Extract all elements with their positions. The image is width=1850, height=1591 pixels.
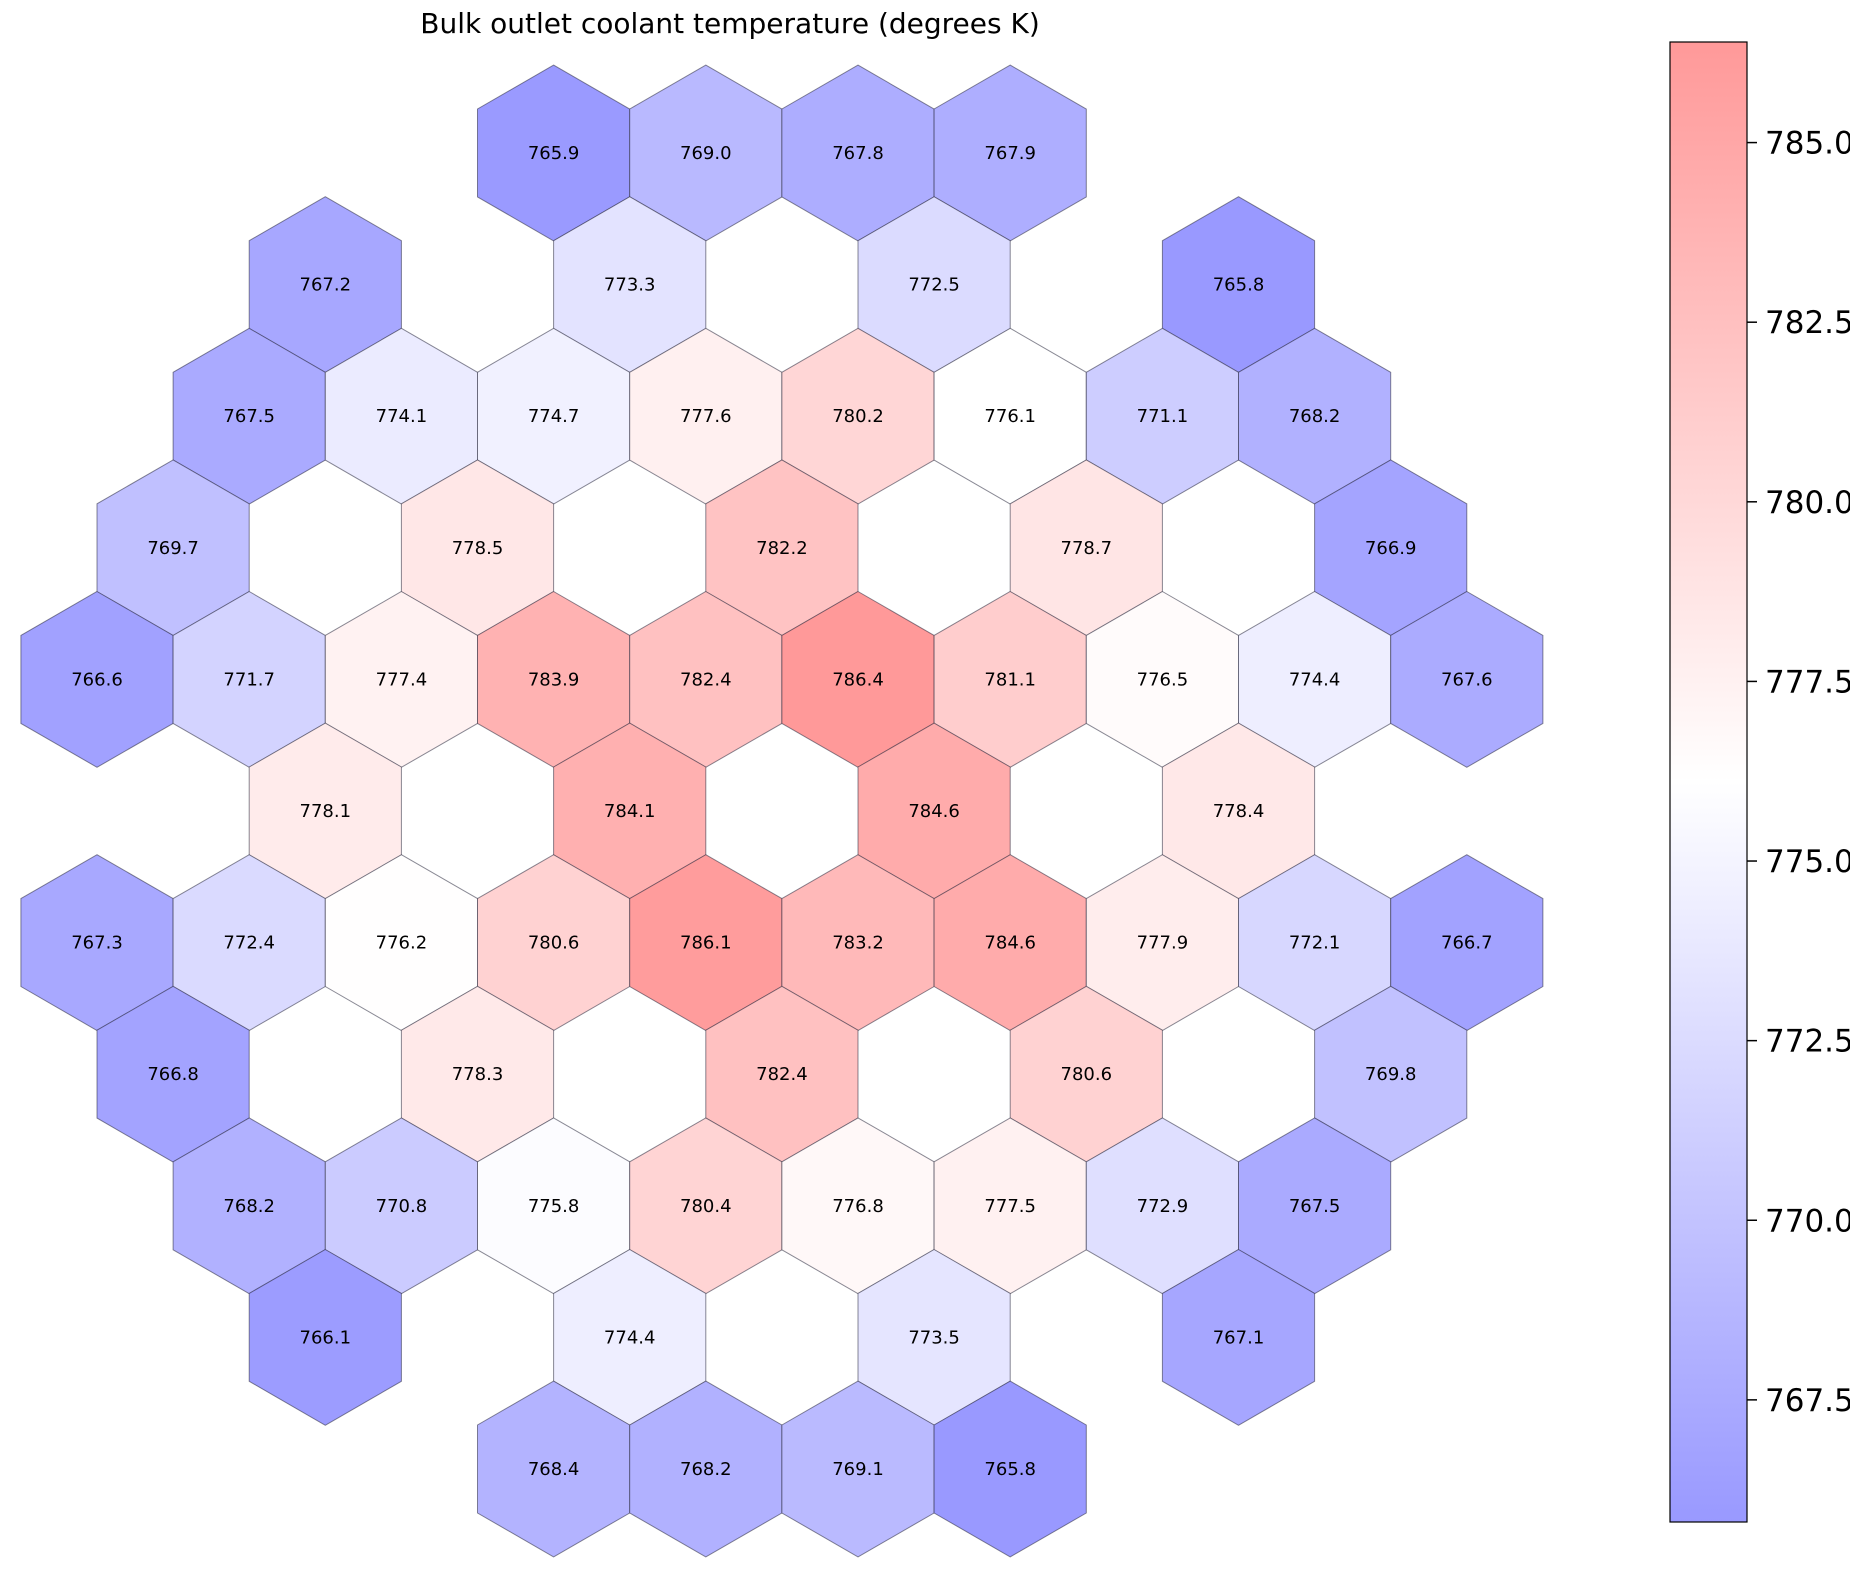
assembly-value-label: 780.2 bbox=[832, 406, 884, 427]
assembly-value-label: 766.6 bbox=[71, 669, 123, 690]
assembly-value-label: 777.6 bbox=[680, 406, 732, 427]
assembly-value-label: 782.4 bbox=[756, 1064, 808, 1085]
assembly-value-label: 780.6 bbox=[1061, 1064, 1113, 1085]
assembly-value-label: 786.1 bbox=[680, 933, 732, 954]
colorbar-tick-label: 782.5 bbox=[1765, 305, 1850, 341]
colorbar: 767.5 770.0 772.5 775.0 777.5 780.0 782.5 785.0 bbox=[1669, 41, 1850, 1523]
colorbar-tick-label: 775.0 bbox=[1765, 844, 1850, 880]
assembly-value-label: 766.9 bbox=[1365, 538, 1417, 559]
assembly-hex bbox=[933, 1380, 1087, 1558]
assembly-value-label: 768.2 bbox=[680, 1459, 732, 1480]
assembly-value-label: 776.5 bbox=[1137, 669, 1189, 690]
chart-title: Bulk outlet coolant temperature (degrees… bbox=[420, 7, 1040, 40]
assembly-value-label: 778.1 bbox=[300, 801, 352, 822]
assembly-value-label: 776.8 bbox=[832, 1196, 884, 1217]
assembly-value-label: 767.2 bbox=[300, 275, 352, 296]
assembly-hex bbox=[1161, 1248, 1316, 1426]
assembly-value-label: 774.7 bbox=[528, 406, 580, 427]
colorbar-tick-label: 785.0 bbox=[1765, 126, 1850, 162]
assembly-value-label: 769.1 bbox=[832, 1459, 884, 1480]
assembly-value-label: 767.5 bbox=[223, 406, 275, 427]
assembly-value-label: 765.9 bbox=[528, 143, 580, 164]
assembly-value-label: 769.7 bbox=[147, 538, 199, 559]
assembly-value-label: 774.4 bbox=[604, 1327, 656, 1348]
assembly-value-label: 767.5 bbox=[1289, 1196, 1341, 1217]
assembly-value-label: 772.9 bbox=[1137, 1196, 1189, 1217]
assembly-value-label: 784.1 bbox=[604, 801, 656, 822]
assembly-value-label: 774.1 bbox=[376, 406, 428, 427]
assembly-value-label: 767.8 bbox=[832, 143, 884, 164]
assembly-value-label: 777.4 bbox=[376, 669, 428, 690]
assembly-value-label: 768.4 bbox=[528, 1459, 580, 1480]
assembly-value-label: 772.1 bbox=[1289, 933, 1341, 954]
assembly-value-label: 767.3 bbox=[71, 933, 123, 954]
assembly-value-label: 771.7 bbox=[223, 669, 275, 690]
assembly-hex bbox=[1390, 590, 1544, 768]
assembly-value-label: 778.3 bbox=[452, 1064, 504, 1085]
assembly-value-label: 778.4 bbox=[1213, 801, 1265, 822]
assembly-value-label: 774.4 bbox=[1289, 669, 1341, 690]
assembly-value-label: 772.5 bbox=[908, 275, 960, 296]
assembly-value-label: 783.2 bbox=[832, 933, 884, 954]
assembly-value-label: 782.4 bbox=[680, 669, 732, 690]
assembly-value-label: 768.2 bbox=[223, 1196, 275, 1217]
assembly-value-label: 769.0 bbox=[680, 143, 732, 164]
colorbar-tick-label: 777.5 bbox=[1765, 664, 1850, 700]
assembly-value-label: 776.1 bbox=[984, 406, 1036, 427]
assembly-value-label: 786.4 bbox=[832, 669, 884, 690]
assembly-value-label: 782.2 bbox=[756, 538, 808, 559]
assembly-value-label: 768.2 bbox=[1289, 406, 1341, 427]
colorbar-tick-label: 767.5 bbox=[1765, 1383, 1850, 1419]
colorbar-tick-label: 780.0 bbox=[1765, 485, 1850, 521]
assembly-value-label: 777.9 bbox=[1137, 933, 1189, 954]
assembly-value-label: 780.6 bbox=[528, 933, 580, 954]
assembly-value-label: 767.1 bbox=[1213, 1327, 1265, 1348]
colorbar-tick-label: 770.0 bbox=[1765, 1203, 1850, 1239]
colorbar-tick-label: 772.5 bbox=[1765, 1024, 1850, 1060]
assembly-hex bbox=[248, 1248, 402, 1426]
assembly-value-label: 772.4 bbox=[223, 933, 275, 954]
assembly-value-label: 780.4 bbox=[680, 1196, 732, 1217]
assembly-value-label: 777.5 bbox=[984, 1196, 1036, 1217]
assembly-value-label: 784.6 bbox=[984, 933, 1036, 954]
assembly-value-label: 771.1 bbox=[1137, 406, 1189, 427]
assembly-value-label: 767.6 bbox=[1441, 669, 1493, 690]
assembly-value-label: 775.8 bbox=[528, 1196, 580, 1217]
assembly-value-label: 778.7 bbox=[1061, 538, 1113, 559]
colorbar-gradient bbox=[1669, 41, 1748, 1523]
assembly-value-label: 766.8 bbox=[147, 1064, 199, 1085]
assembly-value-label: 766.1 bbox=[300, 1327, 352, 1348]
assembly-value-label: 778.5 bbox=[452, 538, 504, 559]
assembly-value-label: 770.8 bbox=[376, 1196, 428, 1217]
assembly-value-label: 766.7 bbox=[1441, 933, 1493, 954]
assembly-value-label: 783.9 bbox=[528, 669, 580, 690]
assembly-value-label: 765.8 bbox=[1213, 275, 1265, 296]
assembly-value-label: 765.8 bbox=[984, 1459, 1036, 1480]
assembly-grid: 765.9 769.0 767.8 767.9 767.2 773.3 772.5 765.8… bbox=[20, 64, 1544, 1558]
colorbar-ticks: 767.5 770.0 772.5 775.0 777.5 780.0 782.5 785.0 bbox=[1747, 126, 1850, 1419]
assembly-value-label: 767.9 bbox=[984, 143, 1036, 164]
assembly-value-label: 781.1 bbox=[984, 669, 1036, 690]
assembly-value-label: 773.5 bbox=[908, 1327, 960, 1348]
assembly-value-label: 776.2 bbox=[376, 933, 428, 954]
assembly-value-label: 773.3 bbox=[604, 275, 656, 296]
assembly-value-label: 784.6 bbox=[908, 801, 960, 822]
assembly-value-label: 769.8 bbox=[1365, 1064, 1417, 1085]
